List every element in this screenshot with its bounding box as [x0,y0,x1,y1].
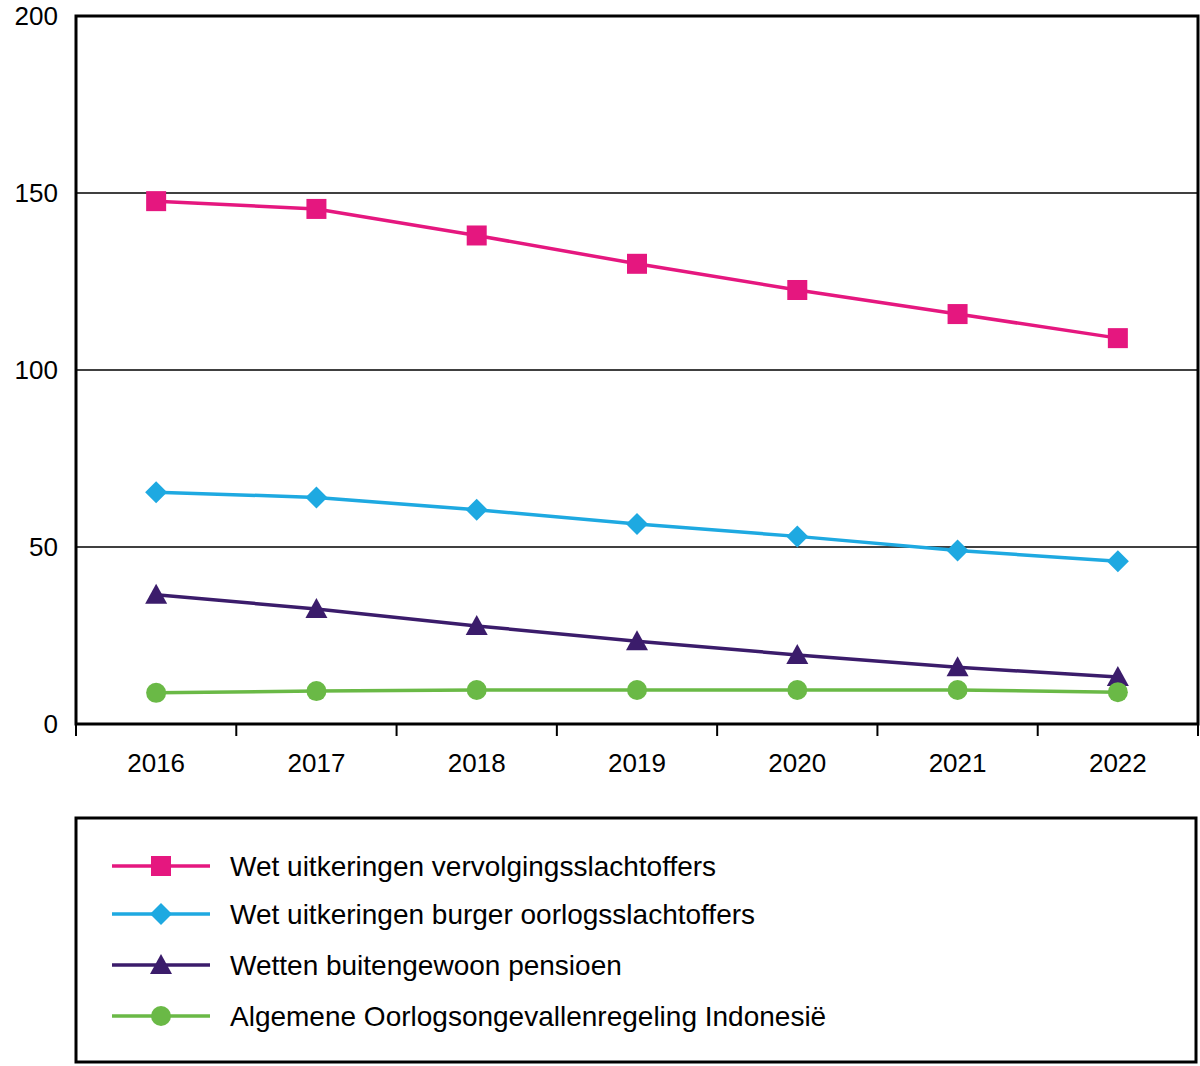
grid-line [76,546,1198,548]
plot-frame [76,16,1198,724]
series-marker [146,191,166,211]
series-line [156,201,1118,338]
x-tick-label: 2017 [288,748,346,778]
y-tick-label: 0 [44,709,58,739]
series-marker [467,225,487,245]
legend-marker [151,856,171,876]
series-marker [948,304,968,324]
x-band-tick [235,724,237,736]
legend-marker [151,1006,171,1026]
series-marker [787,280,807,300]
y-tick-label: 150 [15,178,58,208]
series-marker [145,481,167,503]
series-marker [786,644,808,664]
legend-label: Wetten buitengewoon pensioen [230,950,622,981]
x-band-tick [876,724,878,736]
series-marker [787,680,807,700]
series-line [156,595,1118,677]
legend-box [76,818,1196,1062]
x-band-tick [556,724,558,736]
grid-line [76,192,1198,194]
series-marker [786,525,808,547]
grid-line [76,369,1198,371]
x-tick-label: 2020 [768,748,826,778]
legend-label: Algemene Oorlogsongevallenregeling Indon… [230,1001,826,1032]
series-line [156,492,1118,561]
series-marker [948,680,968,700]
legend-label: Wet uitkeringen burger oorlogsslachtoffe… [230,899,755,930]
series-marker [306,681,326,701]
series-marker [626,513,648,535]
series-marker [305,598,327,618]
series-marker [947,540,969,562]
series-marker [947,656,969,676]
series-marker [627,680,647,700]
series-marker [146,683,166,703]
series-marker [626,630,648,650]
y-tick-label: 200 [15,1,58,31]
legend-marker [150,903,172,925]
x-band-tick [1197,724,1199,736]
x-band-tick [396,724,398,736]
plot-area [145,191,1129,703]
series-marker [466,615,488,635]
series-marker [467,680,487,700]
series-marker [306,199,326,219]
series-marker [466,499,488,521]
x-tick-label: 2022 [1089,748,1147,778]
series-marker [1108,682,1128,702]
series-marker [1107,550,1129,572]
x-band-tick [716,724,718,736]
series-marker [305,486,327,508]
x-band-tick [75,724,77,736]
chart: 0 50 100 150 200 2016 2017 2018 2019 2020 2021 2022… [0,0,1200,1066]
x-tick-label: 2018 [448,748,506,778]
x-band-tick [1037,724,1039,736]
series-marker [145,584,167,604]
x-tick-label: 2021 [929,748,987,778]
y-tick-label: 100 [15,355,58,385]
x-tick-label: 2019 [608,748,666,778]
legend-label: Wet uitkeringen vervolgingsslachtoffers [230,851,716,882]
x-tick-label: 2016 [127,748,185,778]
legend-marker [150,954,172,974]
y-tick-label: 50 [29,532,58,562]
series-marker [1108,328,1128,348]
series-marker [627,254,647,274]
